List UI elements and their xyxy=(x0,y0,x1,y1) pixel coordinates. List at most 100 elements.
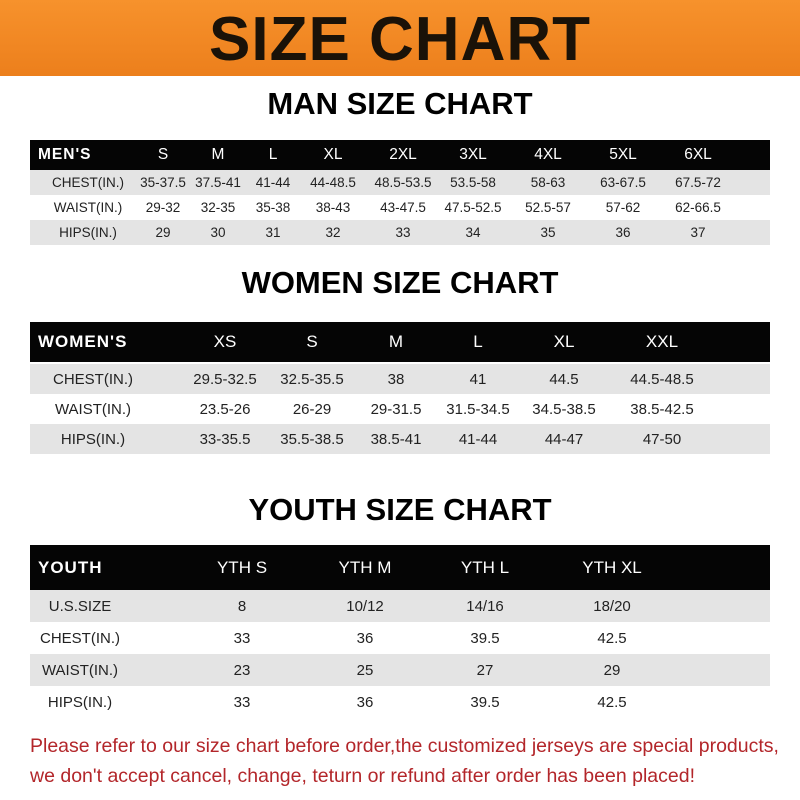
youth-header-row: YOUTH YTH S YTH M YTH L YTH XL xyxy=(30,545,770,590)
size-header-cell: YTH M xyxy=(338,557,392,577)
table-cell: 35-37.5 xyxy=(140,175,186,190)
row-label: U.S.SIZE xyxy=(48,597,112,615)
table-cell: 44-48.5 xyxy=(310,175,356,190)
youth-size-table: YOUTH YTH S YTH M YTH L YTH XL U.S.SIZE 8 10/12… xyxy=(30,545,770,718)
table-cell: 29 xyxy=(603,661,621,679)
size-header-cell: S xyxy=(306,332,318,351)
table-cell: 38.5-42.5 xyxy=(630,400,694,418)
table-cell: 29 xyxy=(155,225,171,240)
size-header-cell: XL xyxy=(553,332,575,351)
size-header-cell: YTH L xyxy=(460,557,510,577)
table-cell: 36 xyxy=(356,693,374,711)
size-header-cell: 3XL xyxy=(459,146,487,163)
table-row: CHEST(IN.) 29.5-32.5 32.5-35.5 38 41 44.5 44.5… xyxy=(30,364,770,394)
table-cell: 41-44 xyxy=(255,175,291,190)
row-label: CHEST(IN.) xyxy=(52,175,124,190)
table-cell: 58-63 xyxy=(530,175,566,190)
table-row: HIPS(IN.) 29 30 31 32 33 34 35 36 37 xyxy=(30,220,770,245)
size-header-cell: L xyxy=(473,332,483,351)
row-label: CHEST(IN.) xyxy=(53,370,133,388)
table-cell: 35.5-38.5 xyxy=(280,430,344,448)
size-header-cell: XS xyxy=(213,332,237,351)
table-title-cell: YOUTH xyxy=(38,557,103,577)
table-cell: 33 xyxy=(233,629,251,647)
size-header-cell: YTH S xyxy=(216,557,268,577)
table-cell: 62-66.5 xyxy=(675,200,721,215)
table-row: CHEST(IN.) 33 36 39.5 42.5 xyxy=(30,622,770,654)
table-cell: 32.5-35.5 xyxy=(280,370,344,388)
table-cell: 63-67.5 xyxy=(600,175,646,190)
table-cell: 29.5-32.5 xyxy=(193,370,257,388)
row-label: WAIST(IN.) xyxy=(53,200,123,215)
size-header-cell: M xyxy=(211,146,225,163)
table-cell: 14/16 xyxy=(466,597,504,615)
table-cell: 42.5 xyxy=(597,693,627,711)
table-cell: 52.5-57 xyxy=(525,200,571,215)
table-cell: 33 xyxy=(395,225,411,240)
table-row: HIPS(IN.) 33-35.5 35.5-38.5 38.5-41 41-44 44-… xyxy=(30,424,770,454)
table-cell: 35 xyxy=(540,225,556,240)
row-label: WAIST(IN.) xyxy=(41,661,119,679)
size-header-cell: XL xyxy=(323,146,343,163)
row-label: HIPS(IN.) xyxy=(60,430,126,448)
table-row: WAIST(IN.) 23.5-26 26-29 29-31.5 31.5-34.5 34… xyxy=(30,394,770,424)
table-cell: 30 xyxy=(210,225,226,240)
table-cell: 39.5 xyxy=(470,693,500,711)
size-header-cell: M xyxy=(388,332,404,351)
table-cell: 31.5-34.5 xyxy=(446,400,510,418)
row-label: HIPS(IN.) xyxy=(47,693,113,711)
table-row: WAIST(IN.) 23 25 27 29 xyxy=(30,654,770,686)
table-cell: 33 xyxy=(233,693,251,711)
men-section-title: MAN SIZE CHART xyxy=(267,86,533,121)
size-header-cell: YTH XL xyxy=(582,557,642,577)
table-cell: 33-35.5 xyxy=(199,430,251,448)
table-cell: 36 xyxy=(615,225,631,240)
table-row: U.S.SIZE 8 10/12 14/16 18/20 xyxy=(30,590,770,622)
table-cell: 67.5-72 xyxy=(675,175,721,190)
table-cell: 38-43 xyxy=(315,200,351,215)
table-cell: 18/20 xyxy=(593,597,631,615)
table-cell: 26-29 xyxy=(292,400,332,418)
table-cell: 29-31.5 xyxy=(370,400,422,418)
table-title-cell: MEN'S xyxy=(38,146,92,163)
row-label: WAIST(IN.) xyxy=(54,400,132,418)
table-cell: 47.5-52.5 xyxy=(444,200,502,215)
youth-section-title: YOUTH SIZE CHART xyxy=(248,492,552,527)
table-cell: 34.5-38.5 xyxy=(532,400,596,418)
banner: SIZE CHART xyxy=(0,0,800,76)
table-cell: 44.5-48.5 xyxy=(630,370,694,388)
women-size-table: WOMEN'S XS S M L XL XXL CHEST(IN.) 29.5-32.5 32.5… xyxy=(30,322,770,456)
women-header-row: WOMEN'S XS S M L XL XXL xyxy=(30,322,770,362)
men-size-table: MEN'S S M L XL 2XL 3XL 4XL 5XL 6XL CHEST(IN.) 35-37… xyxy=(30,140,770,245)
table-cell: 23 xyxy=(233,661,251,679)
table-cell: 38 xyxy=(387,370,405,388)
table-cell: 32-35 xyxy=(200,200,236,215)
table-cell: 36 xyxy=(356,629,374,647)
size-header-cell: 6XL xyxy=(684,146,712,163)
table-cell: 57-62 xyxy=(605,200,641,215)
women-section-title: WOMEN SIZE CHART xyxy=(241,265,559,300)
size-header-cell: 4XL xyxy=(534,146,562,163)
table-cell: 25 xyxy=(356,661,374,679)
table-row: HIPS(IN.) 33 36 39.5 42.5 xyxy=(30,686,770,718)
table-row: WAIST(IN.) 29-32 32-35 35-38 38-43 43-47.5 47.… xyxy=(30,195,770,220)
table-cell: 8 xyxy=(237,597,247,615)
size-header-cell: L xyxy=(268,146,278,163)
row-label: HIPS(IN.) xyxy=(59,225,117,240)
table-cell: 27 xyxy=(476,661,494,679)
table-cell: 37 xyxy=(690,225,706,240)
size-header-cell: S xyxy=(157,146,169,163)
table-cell: 23.5-26 xyxy=(199,400,251,418)
table-cell: 44.5 xyxy=(549,370,579,388)
table-cell: 53.5-58 xyxy=(450,175,496,190)
table-cell: 32 xyxy=(325,225,341,240)
notice-line-2: we don't accept cancel, change, teturn o… xyxy=(30,765,695,787)
table-row: CHEST(IN.) 35-37.5 37.5-41 41-44 44-48.5 48.5… xyxy=(30,170,770,195)
banner-title: SIZE CHART xyxy=(209,5,591,74)
size-header-cell: XXL xyxy=(645,332,679,351)
table-cell: 37.5-41 xyxy=(195,175,241,190)
table-cell: 48.5-53.5 xyxy=(374,175,432,190)
table-cell: 43-47.5 xyxy=(380,200,426,215)
table-cell: 35-38 xyxy=(255,200,291,215)
men-header-row: MEN'S S M L XL 2XL 3XL 4XL 5XL 6XL xyxy=(30,140,770,170)
